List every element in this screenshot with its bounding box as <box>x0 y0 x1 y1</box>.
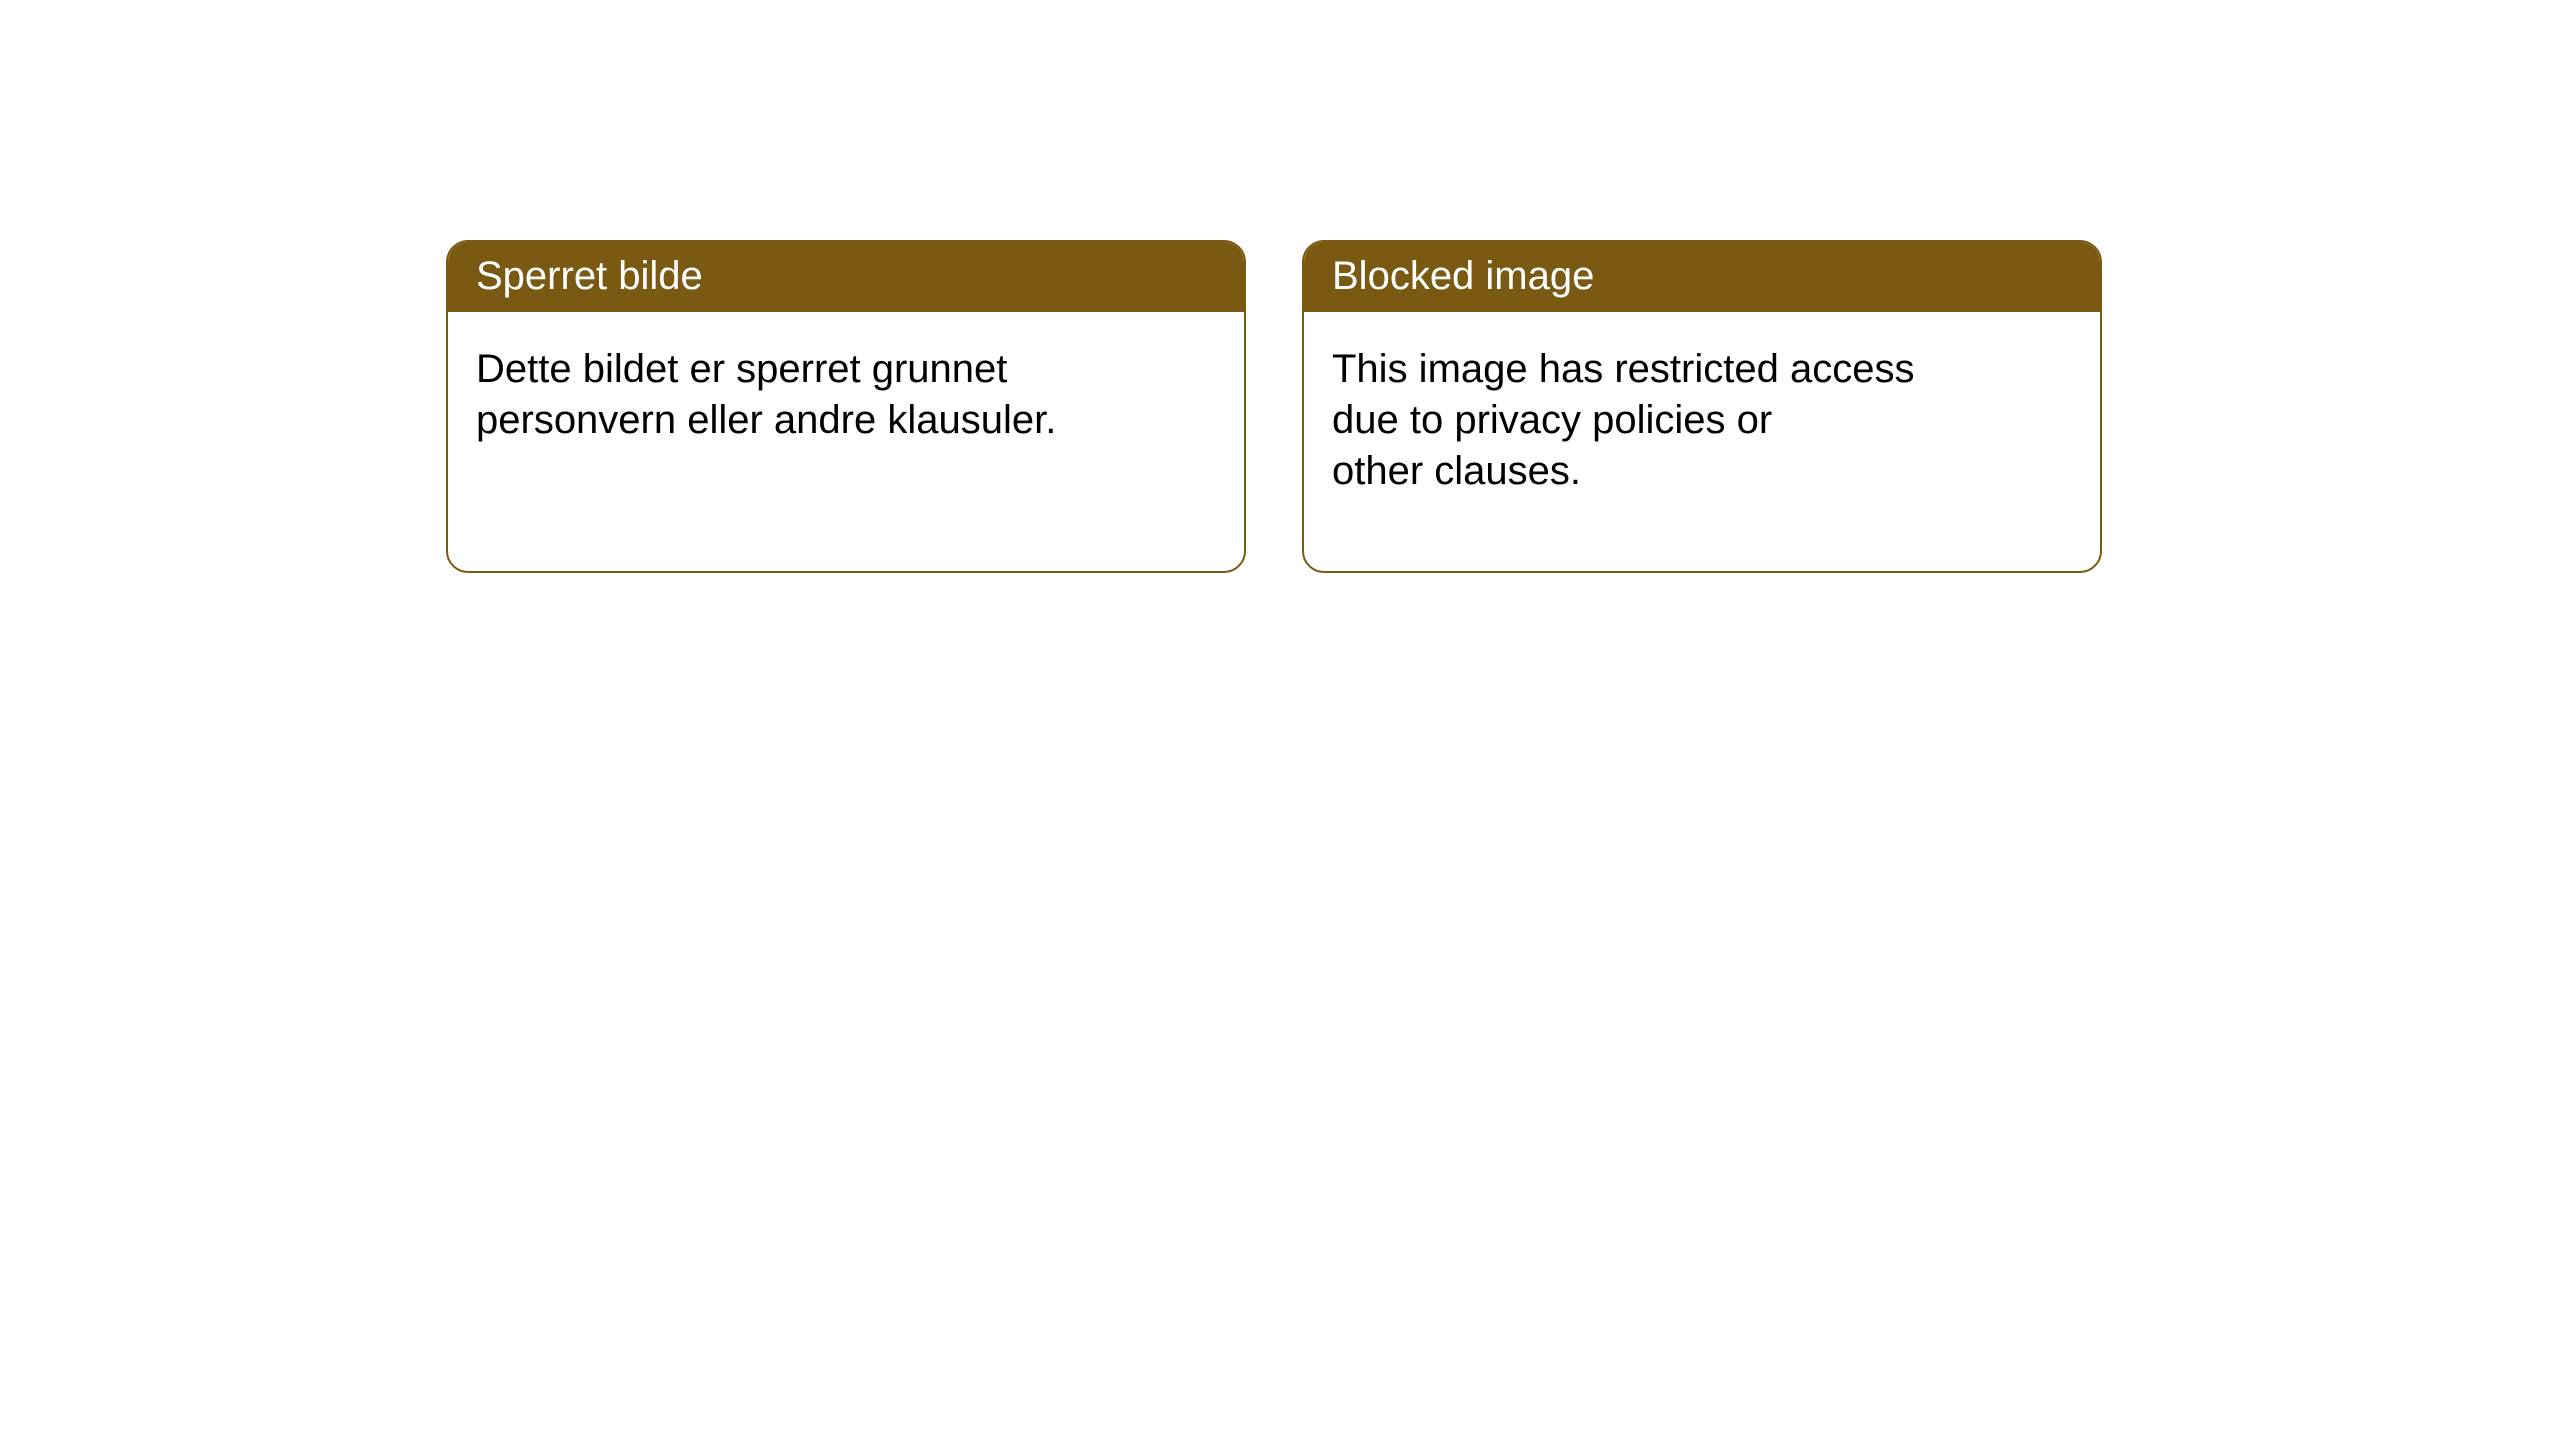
notice-cards-container: Sperret bilde Dette bildet er sperret gr… <box>0 0 2560 573</box>
notice-card-body: Dette bildet er sperret grunnet personve… <box>448 312 1148 474</box>
notice-card-title: Sperret bilde <box>448 242 1244 312</box>
notice-card-title: Blocked image <box>1304 242 2100 312</box>
notice-card-norwegian: Sperret bilde Dette bildet er sperret gr… <box>446 240 1246 573</box>
notice-card-english: Blocked image This image has restricted … <box>1302 240 2102 573</box>
notice-card-body: This image has restricted access due to … <box>1304 312 2004 526</box>
